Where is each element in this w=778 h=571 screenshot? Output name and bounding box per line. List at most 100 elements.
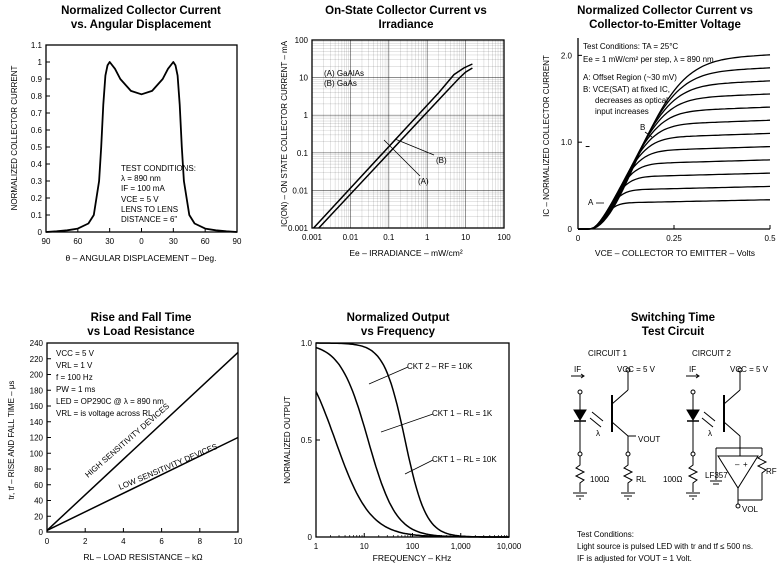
series-line-A <box>318 67 473 229</box>
note-line: B: VCE(SAT) at fixed IC, <box>583 85 670 94</box>
lambda-label: λ <box>596 429 600 438</box>
opamp-plus: + <box>743 460 748 469</box>
resistor-rl <box>622 456 634 492</box>
note-line: PW = 1 ms <box>56 385 95 394</box>
note-line: Test Conditions: TA = 25°C <box>583 42 678 51</box>
x-tick-label: 1 <box>425 233 430 242</box>
opamp-minus: – <box>735 460 740 469</box>
light-ray <box>589 417 602 428</box>
series-line <box>315 391 509 538</box>
x-axis-label: VCE – COLLECTOR TO EMITTER – Volts <box>595 248 755 258</box>
y-tick-label: 0 <box>39 528 44 537</box>
x-tick-label: 0.25 <box>666 234 682 243</box>
x-axis-label: Ee – IRRADIANCE – mW/cm² <box>349 248 463 258</box>
y-tick-label: 0 <box>568 225 573 234</box>
series-label-b: (B) <box>436 156 447 165</box>
vcc-label: VCC = 5 V <box>617 365 656 374</box>
series-group <box>313 63 473 229</box>
annotation-line: LENS TO LENS <box>121 205 178 214</box>
y-tick-labels: 0.001 0.01 0.1 1 10 100 <box>288 36 309 233</box>
test-notes: VCC = 5 V VRL = 1 V f = 100 Hz PW = 1 ms… <box>56 349 164 418</box>
chart-title-line-2: vs Load Resistance <box>87 326 194 338</box>
circuit-2: CIRCUIT 2 IF 100Ω λ VCC = 5 V <box>663 349 777 514</box>
series-label-ckt1-10k: CKT 1 – RL = 10K <box>432 455 497 464</box>
x-tick-label: 0 <box>576 234 581 243</box>
if-label: IF <box>574 365 581 374</box>
y-tick-label: 100 <box>295 36 309 45</box>
x-tick-label: 4 <box>121 537 126 546</box>
circuit-title-line-2: Test Circuit <box>642 326 705 338</box>
y-tick-label: 20 <box>34 512 43 521</box>
series-group <box>315 342 509 538</box>
series-label-ckt1-1k: CKT 1 – RL = 1K <box>432 409 493 418</box>
y-tick-label: 0.9 <box>31 75 43 84</box>
y-tick-label: 0 <box>38 228 43 237</box>
resistor-100ohm <box>687 456 699 492</box>
y-tick-label: 0.1 <box>31 211 43 220</box>
note-line: VRL = 1 V <box>56 361 93 370</box>
note-line: LED = OP290C @ λ = 890 nm <box>56 397 164 406</box>
point-label-b: B <box>640 123 645 132</box>
series-line-response <box>45 61 238 233</box>
series-line <box>46 351 239 531</box>
series-label-ckt2: CKT 2 – RF = 10K <box>407 362 473 371</box>
x-tick-label: 0.01 <box>343 233 359 242</box>
x-tick-label: 10 <box>234 537 243 546</box>
y-tick-label: 100 <box>30 449 44 458</box>
y-tick-labels: 0 1.0 2.0 <box>561 51 582 234</box>
chart-title-line-1: On-State Collector Current vs <box>325 5 487 17</box>
y-axis-label: tr, tf – RISE AND FALL TIME – μs <box>7 381 16 500</box>
y-tick-label: 0.8 <box>31 92 43 101</box>
plot-frame <box>315 342 510 538</box>
x-tick-label: 1 <box>314 542 319 551</box>
y-tick-label: 0.6 <box>31 126 43 135</box>
annotation-line: TEST CONDITIONS: <box>121 164 196 173</box>
if-label: IF <box>689 365 696 374</box>
terminal <box>735 503 741 509</box>
note-line: Ee = 1 mW/cm² per step, λ = 890 nm <box>583 55 714 64</box>
series-group <box>46 351 239 532</box>
resistor-rf <box>756 448 768 500</box>
note-line: A: Offset Region (~30 mV) <box>583 73 677 82</box>
y-tick-label: 180 <box>30 386 44 395</box>
test-note-line: Light source is pulsed LED with tr and t… <box>577 542 753 551</box>
x-tick-labels: 0 0.25 0.5 <box>576 225 776 243</box>
led-symbol <box>686 409 700 421</box>
chart-title-line-1: Rise and Fall Time <box>91 312 192 324</box>
note-line: VRL = is voltage across RL <box>56 409 153 418</box>
series-line-step-7 <box>578 119 771 230</box>
leader-line <box>404 459 434 475</box>
y-tick-label: 1 <box>304 111 309 120</box>
circuit-1-label: CIRCUIT 1 <box>588 349 628 358</box>
chart-title-line-2: Collector-to-Emitter Voltage <box>589 19 741 31</box>
y-tick-labels: 0 0.1 0.2 0.3 0.4 0.5 0.6 0.7 0.8 0.9 1 1.1 <box>31 41 50 237</box>
y-tick-label: 0.2 <box>31 194 43 203</box>
point-label-a: A <box>588 198 594 207</box>
chart-title-line-2: vs. Angular Displacement <box>71 19 211 31</box>
series-line-step-2 <box>578 185 771 230</box>
led-symbol <box>573 409 587 421</box>
y-tick-label: 0.001 <box>288 224 309 233</box>
rf-label: RF <box>766 467 777 476</box>
x-tick-label: 0 <box>139 237 144 246</box>
y-tick-label: 1 <box>38 58 43 67</box>
series-label-low: LOW SENSITIVITY DEVICES <box>117 442 219 492</box>
label-bg <box>405 360 497 372</box>
chart-title-line-2: vs Frequency <box>361 326 436 338</box>
rl-label: RL <box>636 475 647 484</box>
y-tick-label: 2.0 <box>561 51 573 60</box>
note-line: input increases <box>595 107 649 116</box>
x-tick-label: 0.1 <box>383 233 395 242</box>
y-tick-label: 240 <box>30 339 44 348</box>
chart-title-line-2: Irradiance <box>379 19 434 31</box>
switching-test-circuit: Switching Time Test Circuit CIRCUIT 1 IF… <box>571 312 777 563</box>
annotation-line: IF = 100 mA <box>121 184 165 193</box>
y-tick-label: 0.5 <box>31 143 43 152</box>
light-ray <box>591 411 604 422</box>
plot-frame <box>311 39 505 229</box>
x-axis-label: θ – ANGULAR DISPLACEMENT – Deg. <box>65 253 216 263</box>
y-tick-label: 200 <box>30 371 44 380</box>
terminal <box>625 451 631 457</box>
series-group <box>578 54 771 230</box>
